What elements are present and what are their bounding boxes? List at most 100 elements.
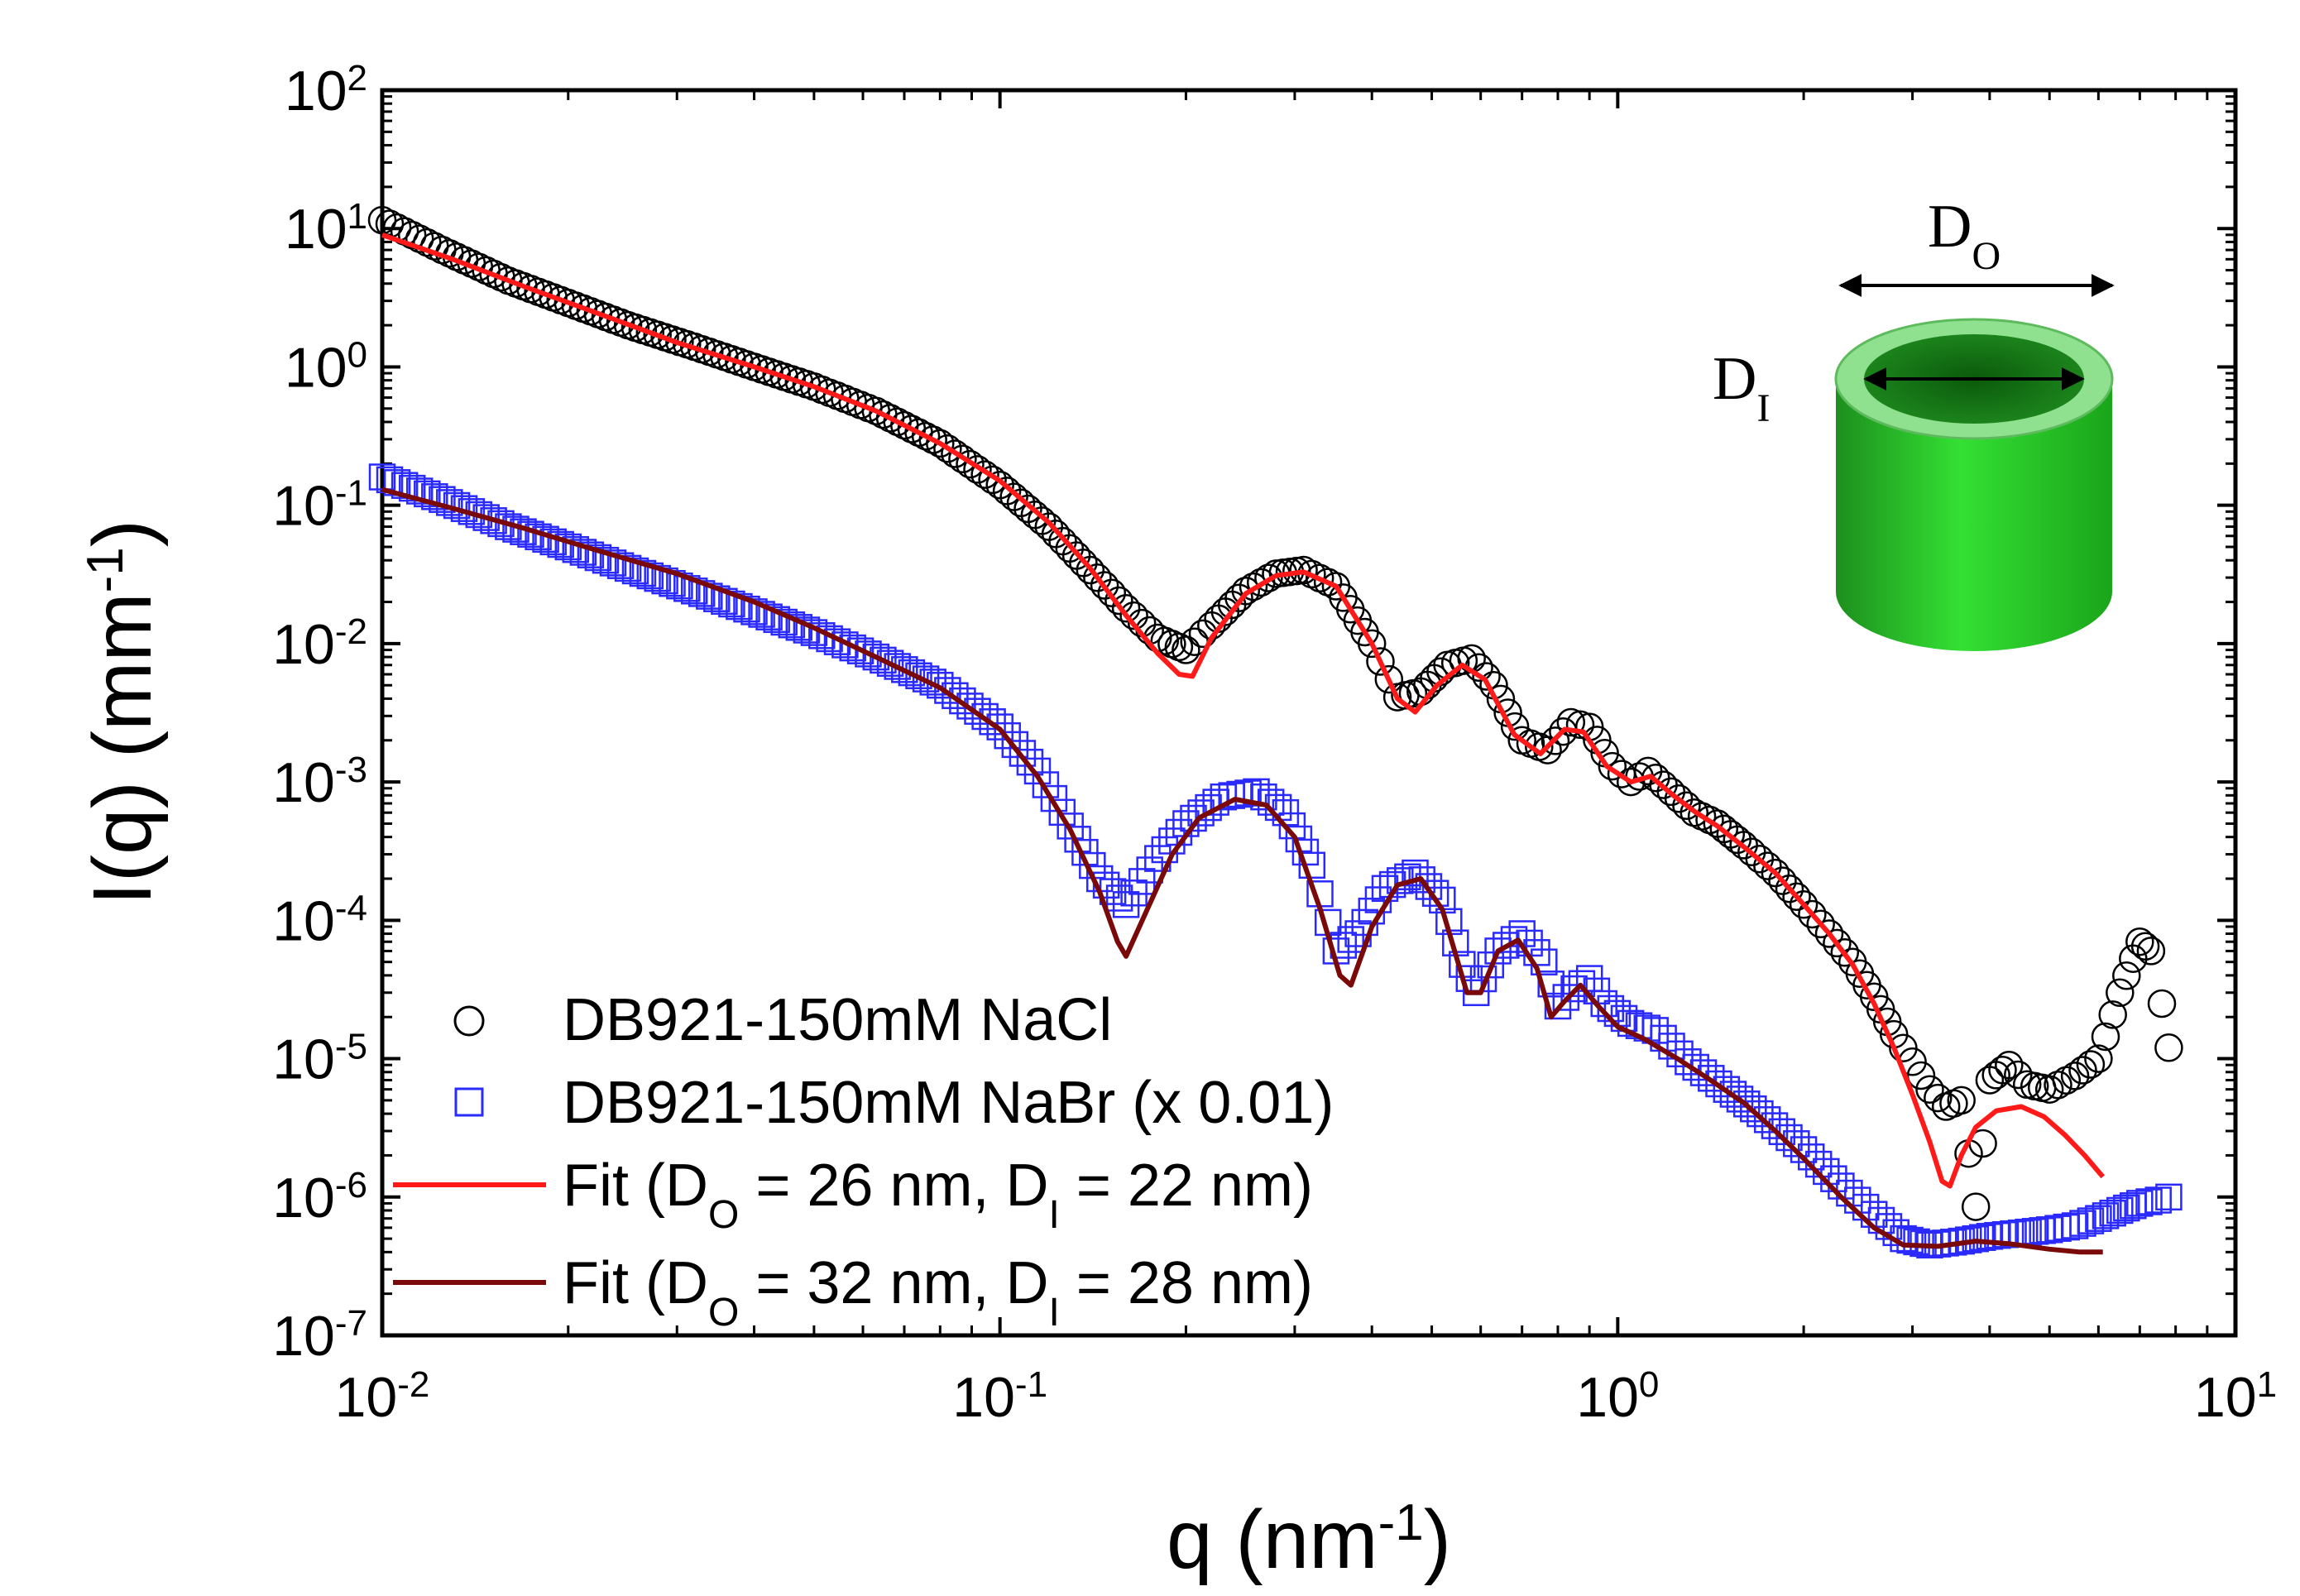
data-point xyxy=(855,640,882,668)
data-point xyxy=(1969,1224,1996,1251)
data-point xyxy=(2112,961,2141,990)
data-point xyxy=(1104,586,1133,616)
data-point xyxy=(2098,1000,2127,1029)
data-point xyxy=(1568,970,1596,998)
data-point xyxy=(1889,1033,1918,1062)
data-point xyxy=(1962,1225,1990,1253)
data-point xyxy=(911,421,941,451)
data-point xyxy=(367,205,397,235)
data-point xyxy=(934,677,961,704)
data-point xyxy=(1906,1061,1936,1090)
data-point xyxy=(1097,578,1127,607)
data-point xyxy=(919,669,946,696)
data-point xyxy=(1552,984,1580,1011)
data-point xyxy=(748,601,775,628)
data-point xyxy=(1761,858,1790,888)
data-point xyxy=(986,713,1013,740)
legend-label-nabr: DB921-150mM NaBr (x 0.01) xyxy=(563,1070,1334,1136)
data-point xyxy=(2069,1210,2096,1237)
data-point xyxy=(2068,1056,2097,1085)
fit-line xyxy=(381,486,2103,1255)
data-point xyxy=(1076,555,1105,585)
data-point xyxy=(398,474,426,502)
y-tick-label: 102 xyxy=(285,58,367,123)
data-point xyxy=(926,429,955,458)
data-point xyxy=(823,628,851,655)
data-point xyxy=(421,483,448,510)
data-point xyxy=(1672,791,1701,821)
data-point xyxy=(1119,601,1148,630)
data-point xyxy=(1048,798,1076,827)
series-2 xyxy=(381,232,2105,1189)
data-point xyxy=(1254,563,1283,592)
data-point xyxy=(1357,629,1387,659)
data-point xyxy=(898,659,926,687)
data-point xyxy=(1016,748,1044,776)
data-point xyxy=(2154,1033,2183,1062)
data-point xyxy=(862,643,890,671)
data-point xyxy=(2085,1205,2112,1232)
data-point xyxy=(2077,1207,2105,1234)
data-point xyxy=(2060,1062,2090,1090)
data-point xyxy=(1789,890,1818,919)
data-point xyxy=(1753,851,1782,880)
axis-ticks xyxy=(381,89,2237,1337)
data-point xyxy=(971,702,999,731)
legend-marker-circle xyxy=(453,1005,485,1037)
data-point xyxy=(1995,1050,2024,1080)
data-point xyxy=(1798,899,1827,929)
data-point xyxy=(1298,851,1326,879)
data-point xyxy=(414,480,441,508)
legend: DB921-150mM NaCl DB921-150mM NaBr (x 0.0… xyxy=(393,987,1334,1335)
data-point xyxy=(405,224,434,253)
data-point xyxy=(2136,937,2166,966)
data-point xyxy=(2099,1199,2126,1227)
data-point xyxy=(994,721,1021,750)
data-point xyxy=(1172,635,1200,664)
data-point xyxy=(941,439,970,468)
outer-diameter-label: DO xyxy=(1928,193,2001,278)
y-tick-label: 10-5 xyxy=(272,1026,367,1091)
y-tick-label: 10-3 xyxy=(272,750,367,815)
data-point xyxy=(1402,859,1429,887)
data-point xyxy=(1224,583,1253,612)
data-point xyxy=(2044,1071,2072,1100)
legend-item-nacl: DB921-150mM NaCl xyxy=(453,987,1112,1053)
data-point xyxy=(956,693,984,720)
data-point xyxy=(1814,919,1844,948)
y-tick-label: 10-1 xyxy=(272,472,367,538)
data-point xyxy=(2130,932,2160,961)
data-point xyxy=(1726,1086,1754,1113)
data-point xyxy=(1421,879,1449,907)
data-point xyxy=(405,477,434,505)
data-point xyxy=(1947,1086,1976,1115)
data-point xyxy=(1250,783,1277,811)
data-point xyxy=(876,649,904,677)
data-point xyxy=(956,449,985,479)
x-tick-label: 10-1 xyxy=(952,1364,1047,1430)
data-point xyxy=(831,631,859,659)
legend-item-fit-2: Fit (DO = 32 nm, DI = 28 nm) xyxy=(393,1250,1313,1335)
data-point xyxy=(970,460,999,489)
data-point xyxy=(1009,740,1037,767)
data-point xyxy=(963,455,992,484)
data-point xyxy=(1234,779,1262,807)
data-point xyxy=(927,671,954,699)
data-point xyxy=(2144,1186,2172,1214)
data-point xyxy=(1472,662,1501,691)
data-point xyxy=(368,463,396,491)
data-point xyxy=(1105,884,1133,912)
x-tick-label: 10-2 xyxy=(335,1364,430,1430)
y-tick-label: 10-2 xyxy=(272,611,367,676)
legend-item-fit-1: Fit (DO = 26 nm, DI = 22 nm) xyxy=(393,1153,1313,1237)
legend-label-fit-1: Fit (DO = 26 nm, DI = 22 nm) xyxy=(563,1153,1313,1237)
data-point xyxy=(1374,664,1404,694)
data-point xyxy=(577,541,605,568)
data-point xyxy=(599,549,627,577)
data-point xyxy=(1462,979,1490,1007)
legend-marker-square xyxy=(454,1087,484,1117)
data-point xyxy=(1500,712,1530,741)
data-point xyxy=(2106,978,2135,1008)
data-point xyxy=(614,554,642,582)
